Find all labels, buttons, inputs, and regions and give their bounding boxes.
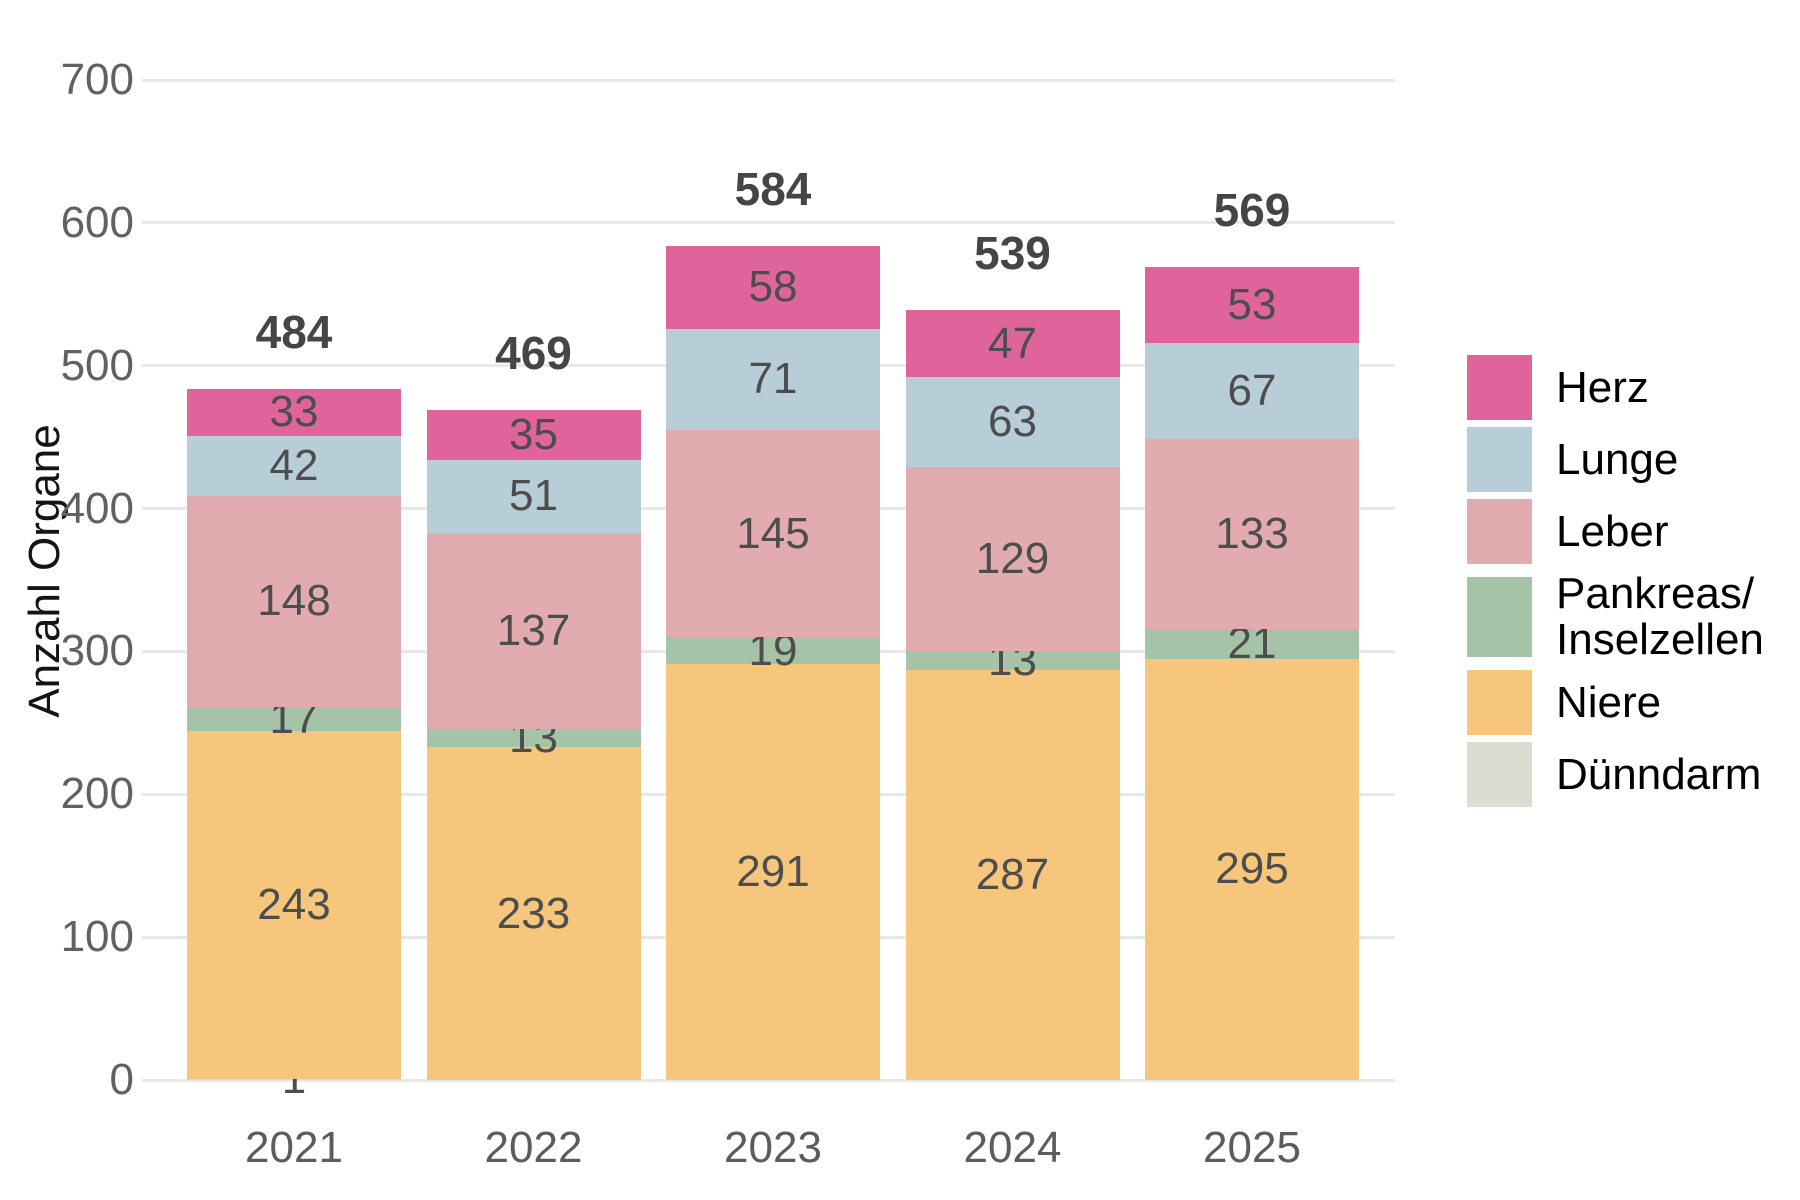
y-tick-label: 500	[60, 340, 134, 390]
bar-total-label: 584	[734, 162, 812, 215]
x-tick-label-2024: 2024	[963, 1123, 1062, 1172]
y-tick-label: 100	[60, 912, 134, 962]
bar-segment-lunge	[905, 377, 1120, 468]
segment-value-label: 137	[496, 605, 571, 655]
segment-value-label: 295	[1215, 844, 1289, 894]
segment-value-label: 133	[1215, 508, 1289, 558]
bar-segment-leber	[187, 495, 401, 708]
segment-value-label: 233	[496, 888, 571, 938]
y-tick-label: 400	[60, 483, 134, 533]
segment-value-label: 47	[988, 318, 1037, 368]
x-tick-label-2022: 2022	[484, 1123, 583, 1172]
legend-swatch-lunge	[1467, 427, 1532, 492]
x-tick-label-2021: 2021	[245, 1123, 343, 1172]
legend-label-d-nndarm: Dünndarm	[1556, 749, 1762, 799]
bar-segment-leber	[666, 430, 880, 638]
segment-value-label: 67	[1227, 365, 1277, 415]
bar-segment-niere	[666, 664, 880, 1080]
y-tick-label: 300	[60, 626, 134, 676]
legend-label-leber: Leber	[1556, 506, 1669, 556]
legend-label-herz: Herz	[1556, 362, 1649, 412]
legend-item-herz: Herz	[1467, 355, 1764, 420]
legend-swatch-herz	[1467, 355, 1532, 420]
y-tick-label: 200	[60, 769, 134, 819]
segment-value-label: 51	[509, 471, 558, 521]
legend-swatch-leber	[1467, 499, 1532, 564]
bar-segment-lunge	[426, 460, 641, 533]
legend-item-d-nndarm: Dünndarm	[1467, 742, 1764, 807]
bar-segment-leber	[426, 532, 641, 729]
bar-segment-herz	[905, 310, 1120, 378]
gridline-y0	[142, 1078, 1395, 1082]
legend-item-pankreas-inselzellen: Pankreas/ Inselzellen	[1467, 571, 1764, 663]
segment-value-label: 53	[1227, 280, 1277, 329]
legend-label-lunge: Lunge	[1556, 434, 1679, 484]
bar-segment-niere	[426, 747, 641, 1080]
legend-label-niere: Niere	[1556, 677, 1662, 727]
bar-segment-niere	[905, 670, 1120, 1080]
bar-segment-herz	[666, 245, 880, 329]
segment-value-label: 129	[975, 534, 1050, 584]
segment-value-label: 287	[975, 850, 1050, 899]
segment-value-label: 63	[988, 397, 1037, 447]
bar-segment-niere	[187, 731, 401, 1079]
legend-item-niere: Niere	[1467, 670, 1764, 735]
segment-value-label: 148	[257, 576, 331, 626]
bar-segment-herz	[1145, 267, 1359, 343]
bar-total-label: 469	[495, 327, 572, 379]
segment-value-label: 42	[269, 440, 319, 490]
segment-value-label: 35	[509, 410, 558, 459]
legend-item-leber: Leber	[1467, 499, 1764, 564]
bar-total-label: 569	[1213, 184, 1291, 237]
bar-segment-pankreas-inselzellen	[666, 637, 880, 665]
y-tick-label: 700	[60, 55, 134, 104]
bar-segment-pankreas-inselzellen	[426, 728, 641, 748]
legend-swatch-d-nndarm	[1467, 742, 1532, 807]
segment-value-label: 243	[257, 880, 331, 929]
bar-segment-herz	[187, 388, 401, 436]
bar-segment-leber	[1145, 438, 1359, 629]
bar-segment-pankreas-inselzellen	[187, 707, 401, 732]
y-tick-label: 600	[60, 197, 134, 247]
legend: Herz Lunge Leber Pankreas/ Inselzellen Niere…	[1467, 355, 1764, 807]
bar-segment-d-nndarm	[187, 1078, 401, 1080]
segment-value-label: 71	[748, 354, 798, 404]
bar-segment-pankreas-inselzellen	[1145, 628, 1359, 659]
bar-segment-lunge	[187, 435, 401, 496]
bar-segment-lunge	[666, 328, 880, 430]
gridline-y700	[142, 78, 1395, 82]
segment-value-label: 33	[269, 387, 319, 437]
legend-label-pankreas-inselzellen: Pankreas/ Inselzellen	[1556, 569, 1764, 664]
segment-value-label: 291	[736, 847, 810, 897]
x-tick-label-2023: 2023	[724, 1123, 822, 1172]
bar-segment-leber	[905, 467, 1120, 652]
y-tick-label: 0	[109, 1055, 134, 1104]
x-tick-label-2025: 2025	[1203, 1123, 1301, 1172]
segment-value-label: 58	[748, 262, 798, 312]
legend-item-lunge: Lunge	[1467, 427, 1764, 492]
legend-swatch-pankreas-inselzellen	[1467, 577, 1532, 657]
legend-swatch-niere	[1467, 670, 1532, 735]
bar-segment-pankreas-inselzellen	[905, 651, 1120, 670]
bar-total-label: 484	[255, 305, 333, 358]
gridline-y600	[142, 221, 1395, 225]
segment-value-label: 145	[736, 508, 810, 558]
bar-total-label: 539	[974, 227, 1051, 279]
bar-segment-lunge	[1145, 342, 1359, 439]
bar-segment-herz	[426, 410, 641, 460]
bar-segment-niere	[1145, 658, 1359, 1080]
